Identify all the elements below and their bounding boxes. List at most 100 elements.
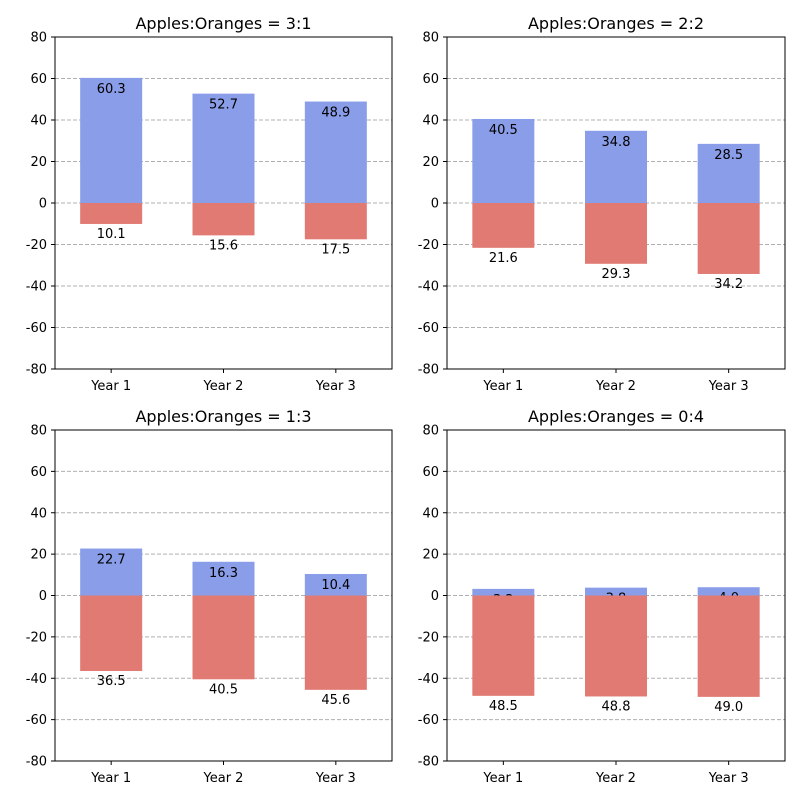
y-tick-label: 60 [30, 72, 47, 87]
apples-value-label: 10.4 [321, 578, 350, 593]
apples-value-label: 52.7 [209, 98, 238, 113]
apples-bar [472, 118, 535, 203]
chart-title: Apples:Oranges = 1:3 [135, 407, 311, 426]
y-tick-label: 80 [422, 424, 439, 439]
chart-panel-2: 40.5 34.8 28.5 21.6 29.3 34.2 80 60 40 20 0 -20 -40 -… [418, 14, 786, 394]
y-tick-label: 0 [39, 197, 47, 212]
apples-bar [585, 130, 647, 203]
apples-value-label: 40.5 [489, 123, 518, 138]
oranges-bar [80, 595, 143, 672]
chart-panel-4: 3.23.84.048.548.849.0806040200-20-40-60-… [418, 407, 786, 786]
y-tick-label: -40 [418, 672, 439, 687]
y-tick-label: -60 [26, 713, 47, 728]
y-tick-label: 20 [30, 548, 47, 563]
y-tick-label: 80 [30, 424, 47, 439]
oranges-bar [192, 595, 255, 680]
x-tick-label: Year 2 [595, 771, 636, 786]
y-tick-label: -60 [26, 321, 47, 336]
y-tick-label: -80 [418, 363, 439, 378]
y-tick-label: -60 [418, 713, 439, 728]
y-tick-label: 40 [30, 506, 47, 521]
y-tick-label: 60 [30, 465, 47, 480]
oranges-value-label: 49.0 [714, 700, 743, 715]
apples-bar [697, 143, 760, 203]
x-tick-label: Year 1 [90, 379, 131, 394]
oranges-bar [472, 595, 535, 696]
y-tick-label: -20 [26, 238, 47, 253]
y-tick-label: 20 [422, 548, 439, 563]
apples-bar [304, 573, 367, 596]
apples-value-label: 22.7 [97, 553, 126, 568]
apples-value-label: 60.3 [97, 82, 126, 97]
oranges-bar [80, 203, 143, 224]
oranges-value-label: 15.6 [209, 238, 238, 253]
oranges-value-label: 34.2 [714, 277, 743, 292]
oranges-bar [304, 595, 367, 690]
oranges-bar [697, 595, 760, 697]
y-tick-label: 0 [431, 197, 439, 212]
apples-bar [80, 548, 143, 596]
oranges-value-label: 29.3 [602, 267, 631, 282]
oranges-bar [697, 203, 760, 274]
oranges-bar [304, 203, 367, 240]
apples-value-label: 28.5 [714, 148, 743, 163]
y-tick-label: 0 [39, 589, 47, 604]
oranges-value-label: 48.8 [602, 699, 631, 714]
apples-bar [697, 587, 760, 596]
oranges-bar [585, 595, 647, 697]
y-tick-label: -20 [418, 238, 439, 253]
apples-bar [192, 93, 255, 203]
y-tick-label: 40 [422, 506, 439, 521]
oranges-value-label: 10.1 [97, 227, 126, 242]
x-tick-label: Year 3 [315, 771, 356, 786]
y-tick-label: -40 [418, 280, 439, 295]
apples-bar [192, 561, 255, 596]
oranges-value-label: 48.5 [489, 699, 518, 714]
apples-value-label: 48.9 [321, 106, 350, 121]
chart-panel-1: 60.3 52.7 48.9 10.1 15.6 17.5 80 60 40 20 0 -20 -40 -… [26, 14, 393, 394]
oranges-value-label: 21.6 [489, 251, 518, 266]
y-tick-label: 0 [431, 589, 439, 604]
y-tick-label: 60 [422, 465, 439, 480]
y-tick-label: 40 [422, 114, 439, 129]
x-tick-label: Year 1 [482, 379, 523, 394]
oranges-value-label: 36.5 [97, 674, 126, 689]
apples-bar [80, 77, 143, 203]
oranges-value-label: 17.5 [321, 242, 350, 257]
oranges-bar [585, 203, 647, 264]
x-tick-label: Year 3 [708, 379, 749, 394]
y-tick-label: -20 [418, 630, 439, 645]
apples-bar [472, 588, 535, 596]
x-tick-label: Year 1 [90, 771, 131, 786]
y-tick-label: 20 [30, 155, 47, 170]
y-tick-label: -80 [26, 755, 47, 770]
x-tick-label: Year 1 [482, 771, 523, 786]
oranges-value-label: 40.5 [209, 682, 238, 697]
x-tick-label: Year 2 [203, 379, 244, 394]
y-tick-label: -60 [418, 321, 439, 336]
apples-bar [585, 587, 647, 596]
x-tick-label: Year 3 [708, 771, 749, 786]
y-tick-label: -20 [26, 630, 47, 645]
y-tick-label: -40 [26, 672, 47, 687]
apples-bar [304, 101, 367, 203]
oranges-bar [192, 203, 255, 236]
oranges-value-label: 45.6 [321, 693, 350, 708]
x-tick-label: Year 2 [203, 771, 244, 786]
y-tick-label: -80 [418, 755, 439, 770]
y-tick-label: 80 [30, 31, 47, 46]
y-tick-label: 40 [30, 114, 47, 129]
x-tick-label: Year 3 [315, 379, 356, 394]
x-tick-label: Year 2 [595, 379, 636, 394]
y-tick-label: -40 [26, 280, 47, 295]
apples-value-label: 16.3 [209, 566, 238, 581]
chart-panel-3: 22.7 16.3 10.4 36.5 40.5 45.6 80 60 40 20 0 -20 -40 -… [26, 407, 393, 786]
chart-title: Apples:Oranges = 2:2 [528, 14, 704, 33]
y-tick-label: -80 [26, 363, 47, 378]
chart-title: Apples:Oranges = 0:4 [528, 407, 704, 426]
y-tick-label: 80 [422, 31, 439, 46]
apples-value-label: 34.8 [602, 135, 631, 150]
oranges-bar [472, 203, 535, 248]
y-tick-label: 20 [422, 155, 439, 170]
